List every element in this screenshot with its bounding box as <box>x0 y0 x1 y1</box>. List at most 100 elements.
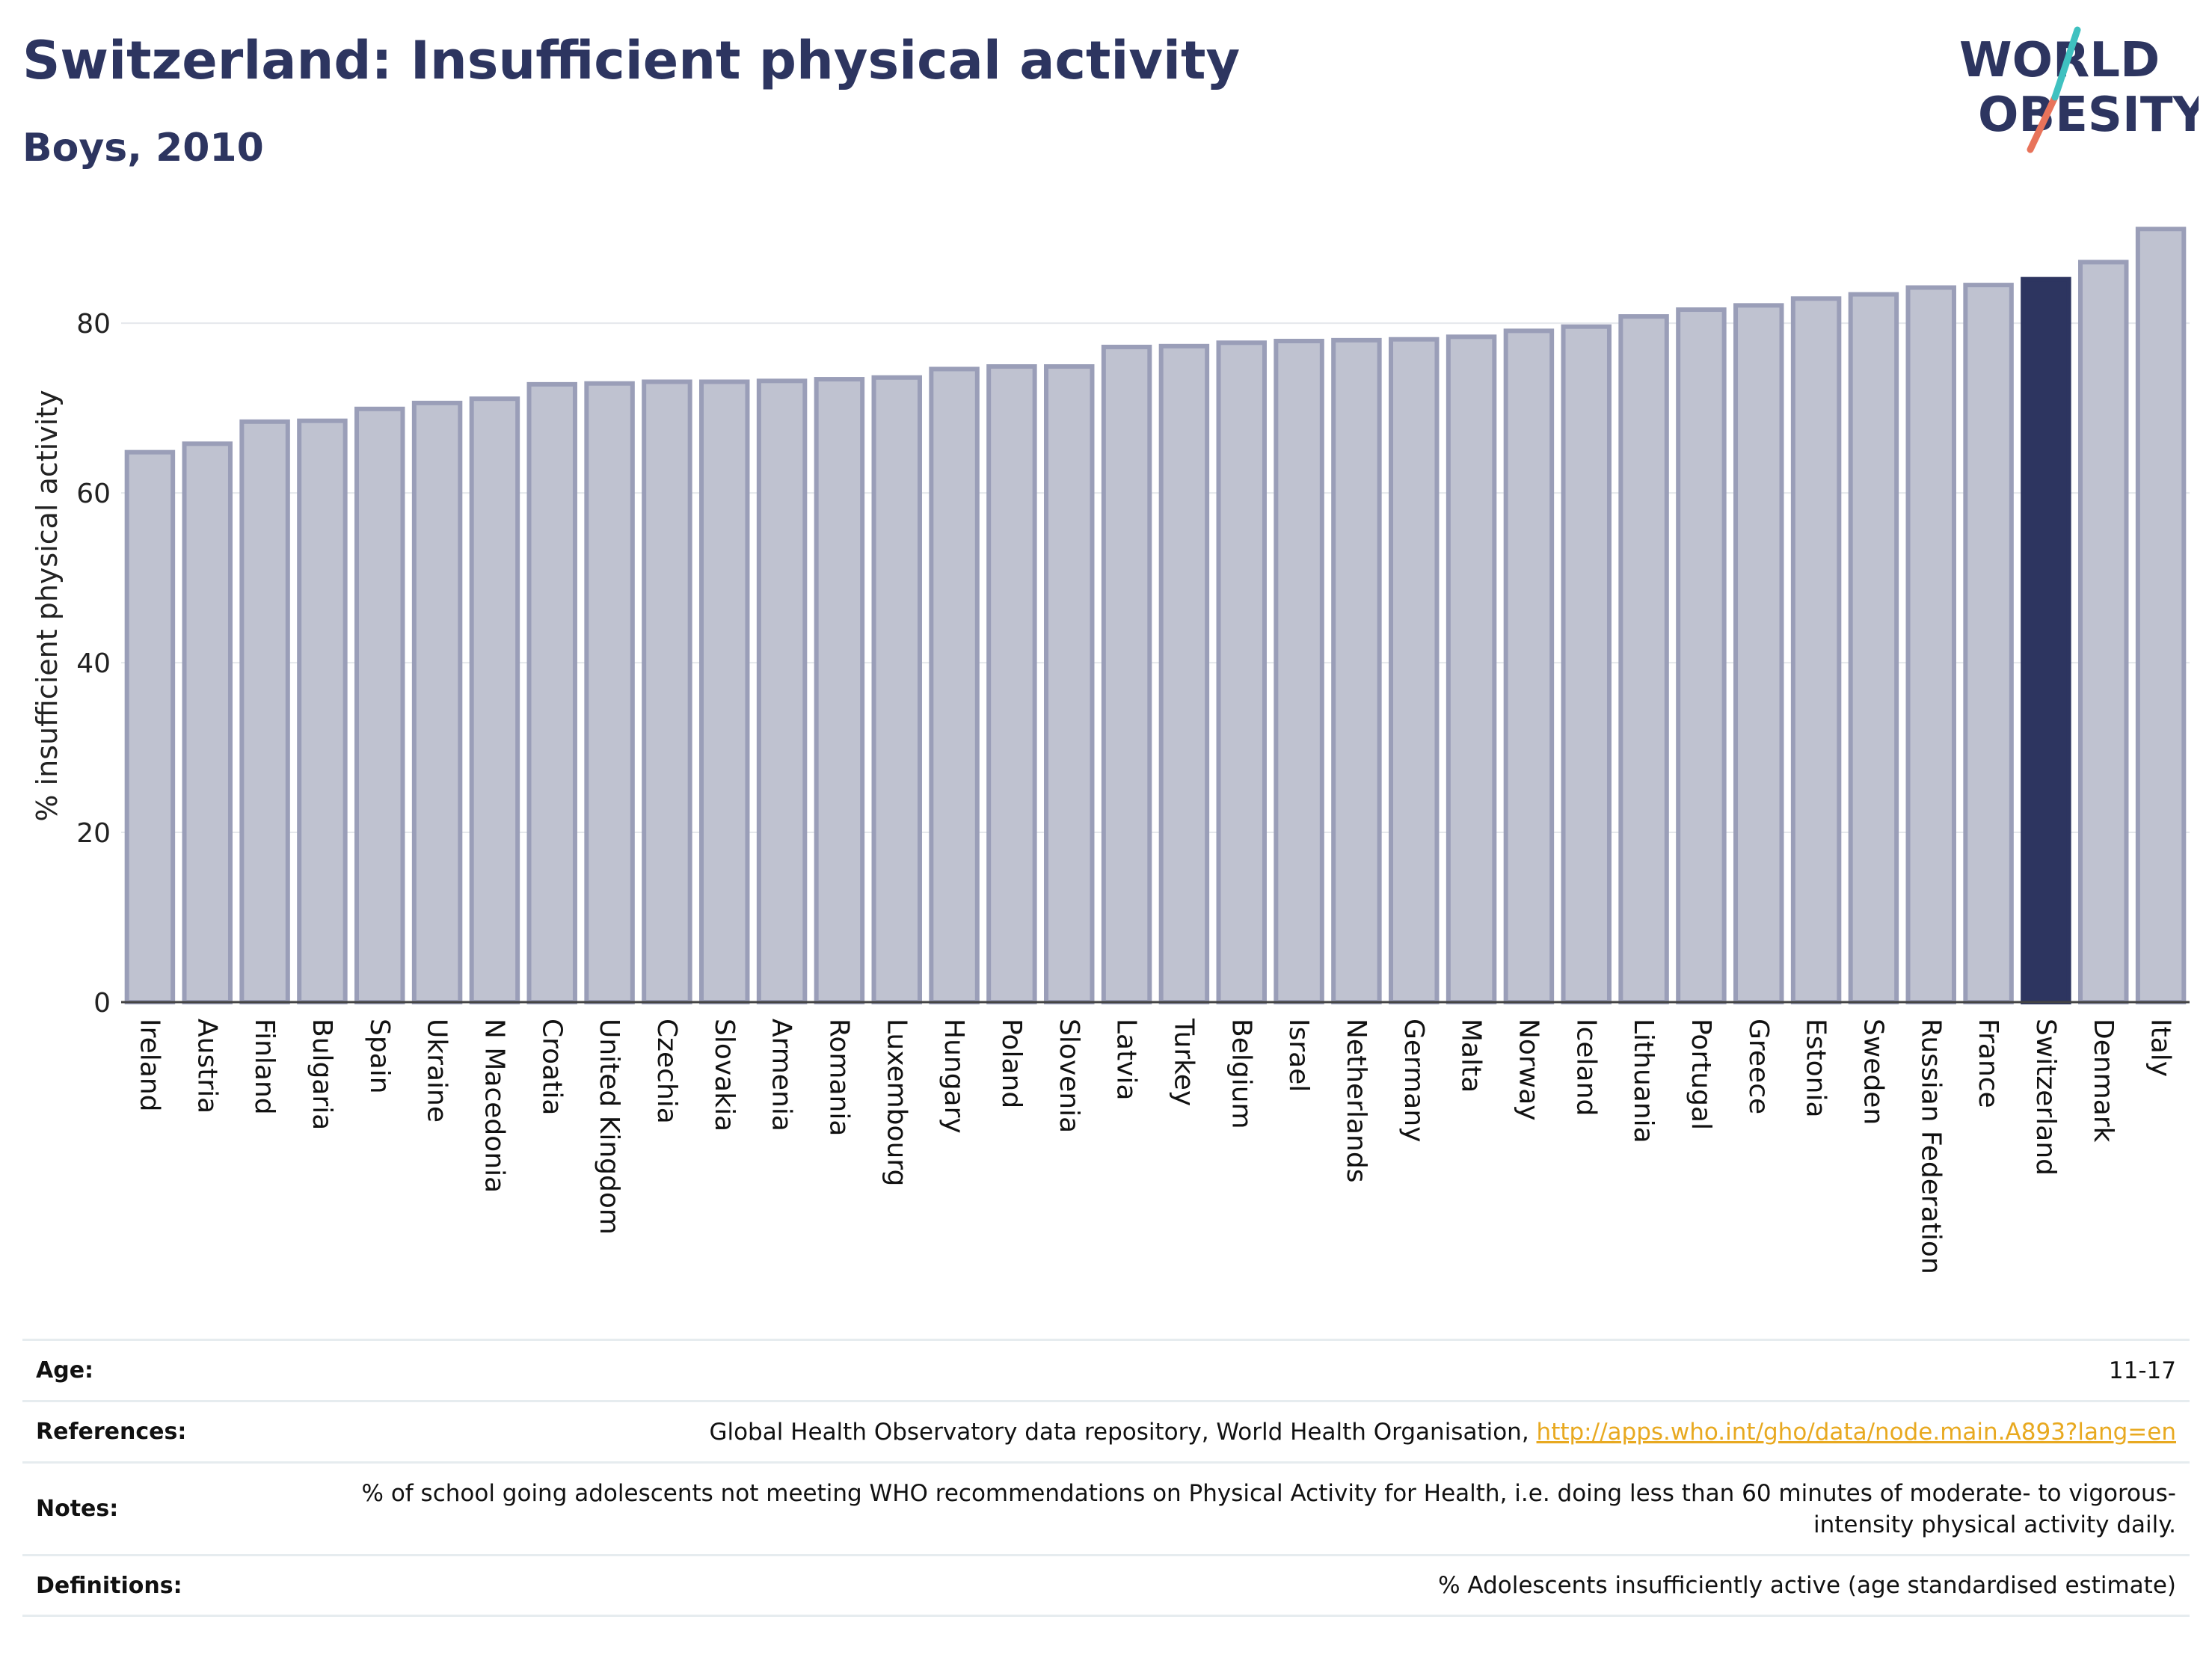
x-tick-label: N Macedonia <box>479 1019 509 1193</box>
bar-portugal[interactable] <box>1676 307 1727 1004</box>
bar-czechia[interactable] <box>642 379 692 1004</box>
x-tick-label: Finland <box>249 1019 280 1115</box>
x-tick-label: Malta <box>1456 1019 1487 1093</box>
x-tick-label: Norway <box>1513 1019 1543 1121</box>
x-tick-label: Denmark <box>2088 1019 2119 1143</box>
bar-belgium[interactable] <box>1216 340 1267 1004</box>
references-label: References: <box>36 1419 187 1445</box>
y-tick-label: 0 <box>93 988 111 1019</box>
bar-iceland[interactable] <box>1561 324 1612 1004</box>
bar-russian-federation[interactable] <box>1905 285 1956 1004</box>
x-tick-label: Switzerland <box>2030 1019 2061 1176</box>
bar-n-macedonia[interactable] <box>469 396 520 1004</box>
x-tick-label: Croatia <box>536 1019 567 1115</box>
x-tick-label: Latvia <box>1111 1019 1142 1101</box>
bar-france[interactable] <box>1963 283 2014 1004</box>
bar-turkey[interactable] <box>1158 343 1210 1004</box>
x-tick-label: Ireland <box>134 1019 165 1112</box>
x-tick-label: Spain <box>364 1019 395 1094</box>
references-link[interactable]: http://apps.who.int/gho/data/node.main.A… <box>1536 1418 2176 1446</box>
x-tick-label: Portugal <box>1686 1019 1716 1130</box>
definitions-label: Definitions: <box>36 1572 182 1599</box>
meta-row-definitions: Definitions: % Adolescents insufficientl… <box>22 1554 2190 1617</box>
metadata-table: Age: 11-17 References: Global Health Obs… <box>22 1339 2190 1617</box>
y-tick-label: 60 <box>76 479 111 509</box>
age-value: 11-17 <box>2108 1357 2176 1384</box>
x-tick-label: Slovenia <box>1054 1019 1084 1133</box>
bar-lithuania[interactable] <box>1618 314 1669 1004</box>
bar-croatia[interactable] <box>526 381 577 1004</box>
x-tick-label: Romania <box>823 1019 854 1136</box>
x-tick-label: Austria <box>191 1019 222 1114</box>
x-tick-label: Belgium <box>1226 1019 1256 1129</box>
definitions-value: % Adolescents insufficiently active (age… <box>1438 1572 2176 1599</box>
x-tick-label: Ukraine <box>422 1019 452 1123</box>
bar-armenia[interactable] <box>756 378 808 1005</box>
bar-hungary[interactable] <box>929 366 980 1005</box>
x-tick-label: Italy <box>2145 1019 2176 1077</box>
x-tick-label: Slovakia <box>709 1019 740 1132</box>
bar-ireland[interactable] <box>124 449 176 1004</box>
x-tick-label: Hungary <box>938 1019 969 1134</box>
gridlines <box>121 322 2190 834</box>
bar-germany[interactable] <box>1389 337 1440 1004</box>
bar-estonia[interactable] <box>1790 296 1842 1005</box>
x-tick-label: Bulgaria <box>307 1019 337 1130</box>
x-tick-label: Iceland <box>1570 1019 1601 1116</box>
y-tick-label: 40 <box>76 648 111 679</box>
x-tick-label: Netherlands <box>1341 1019 1371 1182</box>
bar-spain[interactable] <box>354 406 405 1004</box>
x-tick-label: France <box>1973 1019 2003 1108</box>
references-value: Global Health Observatory data repositor… <box>709 1416 2176 1448</box>
x-tick-label: United Kingdom <box>594 1019 624 1235</box>
x-tick-label: Luxembourg <box>881 1019 912 1186</box>
bar-switzerland[interactable] <box>2021 277 2071 1004</box>
x-tick-label: Russian Federation <box>1915 1019 1946 1274</box>
bar-finland[interactable] <box>239 419 290 1004</box>
x-tick-label: Greece <box>1743 1019 1774 1114</box>
world-obesity-logo-icon: WORLD OBESITY <box>1959 26 2199 153</box>
x-tick-label: Poland <box>996 1019 1027 1108</box>
x-tick-label: Armenia <box>766 1019 797 1132</box>
x-tick-label: Sweden <box>1858 1019 1888 1125</box>
bars <box>124 227 2187 1005</box>
bar-slovenia[interactable] <box>1044 364 1095 1004</box>
bar-netherlands[interactable] <box>1331 337 1382 1004</box>
bar-slovakia[interactable] <box>699 379 750 1004</box>
bar-greece[interactable] <box>1733 303 1784 1004</box>
x-tick-label: Lithuania <box>1628 1019 1659 1143</box>
x-tick-label: Estonia <box>1801 1019 1831 1118</box>
age-label: Age: <box>36 1357 94 1384</box>
bar-norway[interactable] <box>1503 328 1555 1004</box>
bar-austria[interactable] <box>182 441 233 1004</box>
x-tick-label: Czechia <box>651 1019 682 1124</box>
bar-ukraine[interactable] <box>411 400 463 1004</box>
bar-israel[interactable] <box>1274 339 1324 1004</box>
bar-romania[interactable] <box>814 377 865 1004</box>
page-title: Switzerland: Insufficient physical activ… <box>22 30 1241 91</box>
bar-united-kingdom[interactable] <box>584 381 635 1004</box>
page-subtitle: Boys, 2010 <box>22 126 264 171</box>
bar-sweden[interactable] <box>1848 292 1899 1004</box>
bar-malta[interactable] <box>1446 334 1497 1004</box>
x-tick-label: Turkey <box>1168 1018 1199 1106</box>
meta-row-notes: Notes: % of school going adolescents not… <box>22 1461 2190 1554</box>
bar-denmark[interactable] <box>2078 260 2129 1005</box>
bar-poland[interactable] <box>986 364 1037 1004</box>
notes-value: % of school going adolescents not meetin… <box>361 1479 2176 1538</box>
meta-row-age: Age: 11-17 <box>22 1339 2190 1400</box>
x-tick-label: Germany <box>1398 1019 1429 1142</box>
x-tick-label: Israel <box>1283 1019 1314 1092</box>
bar-latvia[interactable] <box>1101 344 1152 1004</box>
bar-luxembourg[interactable] <box>871 375 922 1004</box>
notes-label: Notes: <box>36 1496 119 1522</box>
logo-line2: OBESITY <box>1978 87 2199 143</box>
y-tick-label: 20 <box>76 818 111 849</box>
y-tick-label: 80 <box>76 309 111 340</box>
y-axis-label: % insufficient physical activity <box>31 390 64 821</box>
bar-bulgaria[interactable] <box>297 418 348 1004</box>
references-text: Global Health Observatory data repositor… <box>709 1418 1537 1446</box>
bar-italy[interactable] <box>2135 227 2187 1005</box>
bar-chart: 0 20 40 60 80 Ireland Austria Finland Bulgaria Sp… <box>31 227 2190 1274</box>
meta-row-references: References: Global Health Observatory da… <box>22 1400 2190 1461</box>
